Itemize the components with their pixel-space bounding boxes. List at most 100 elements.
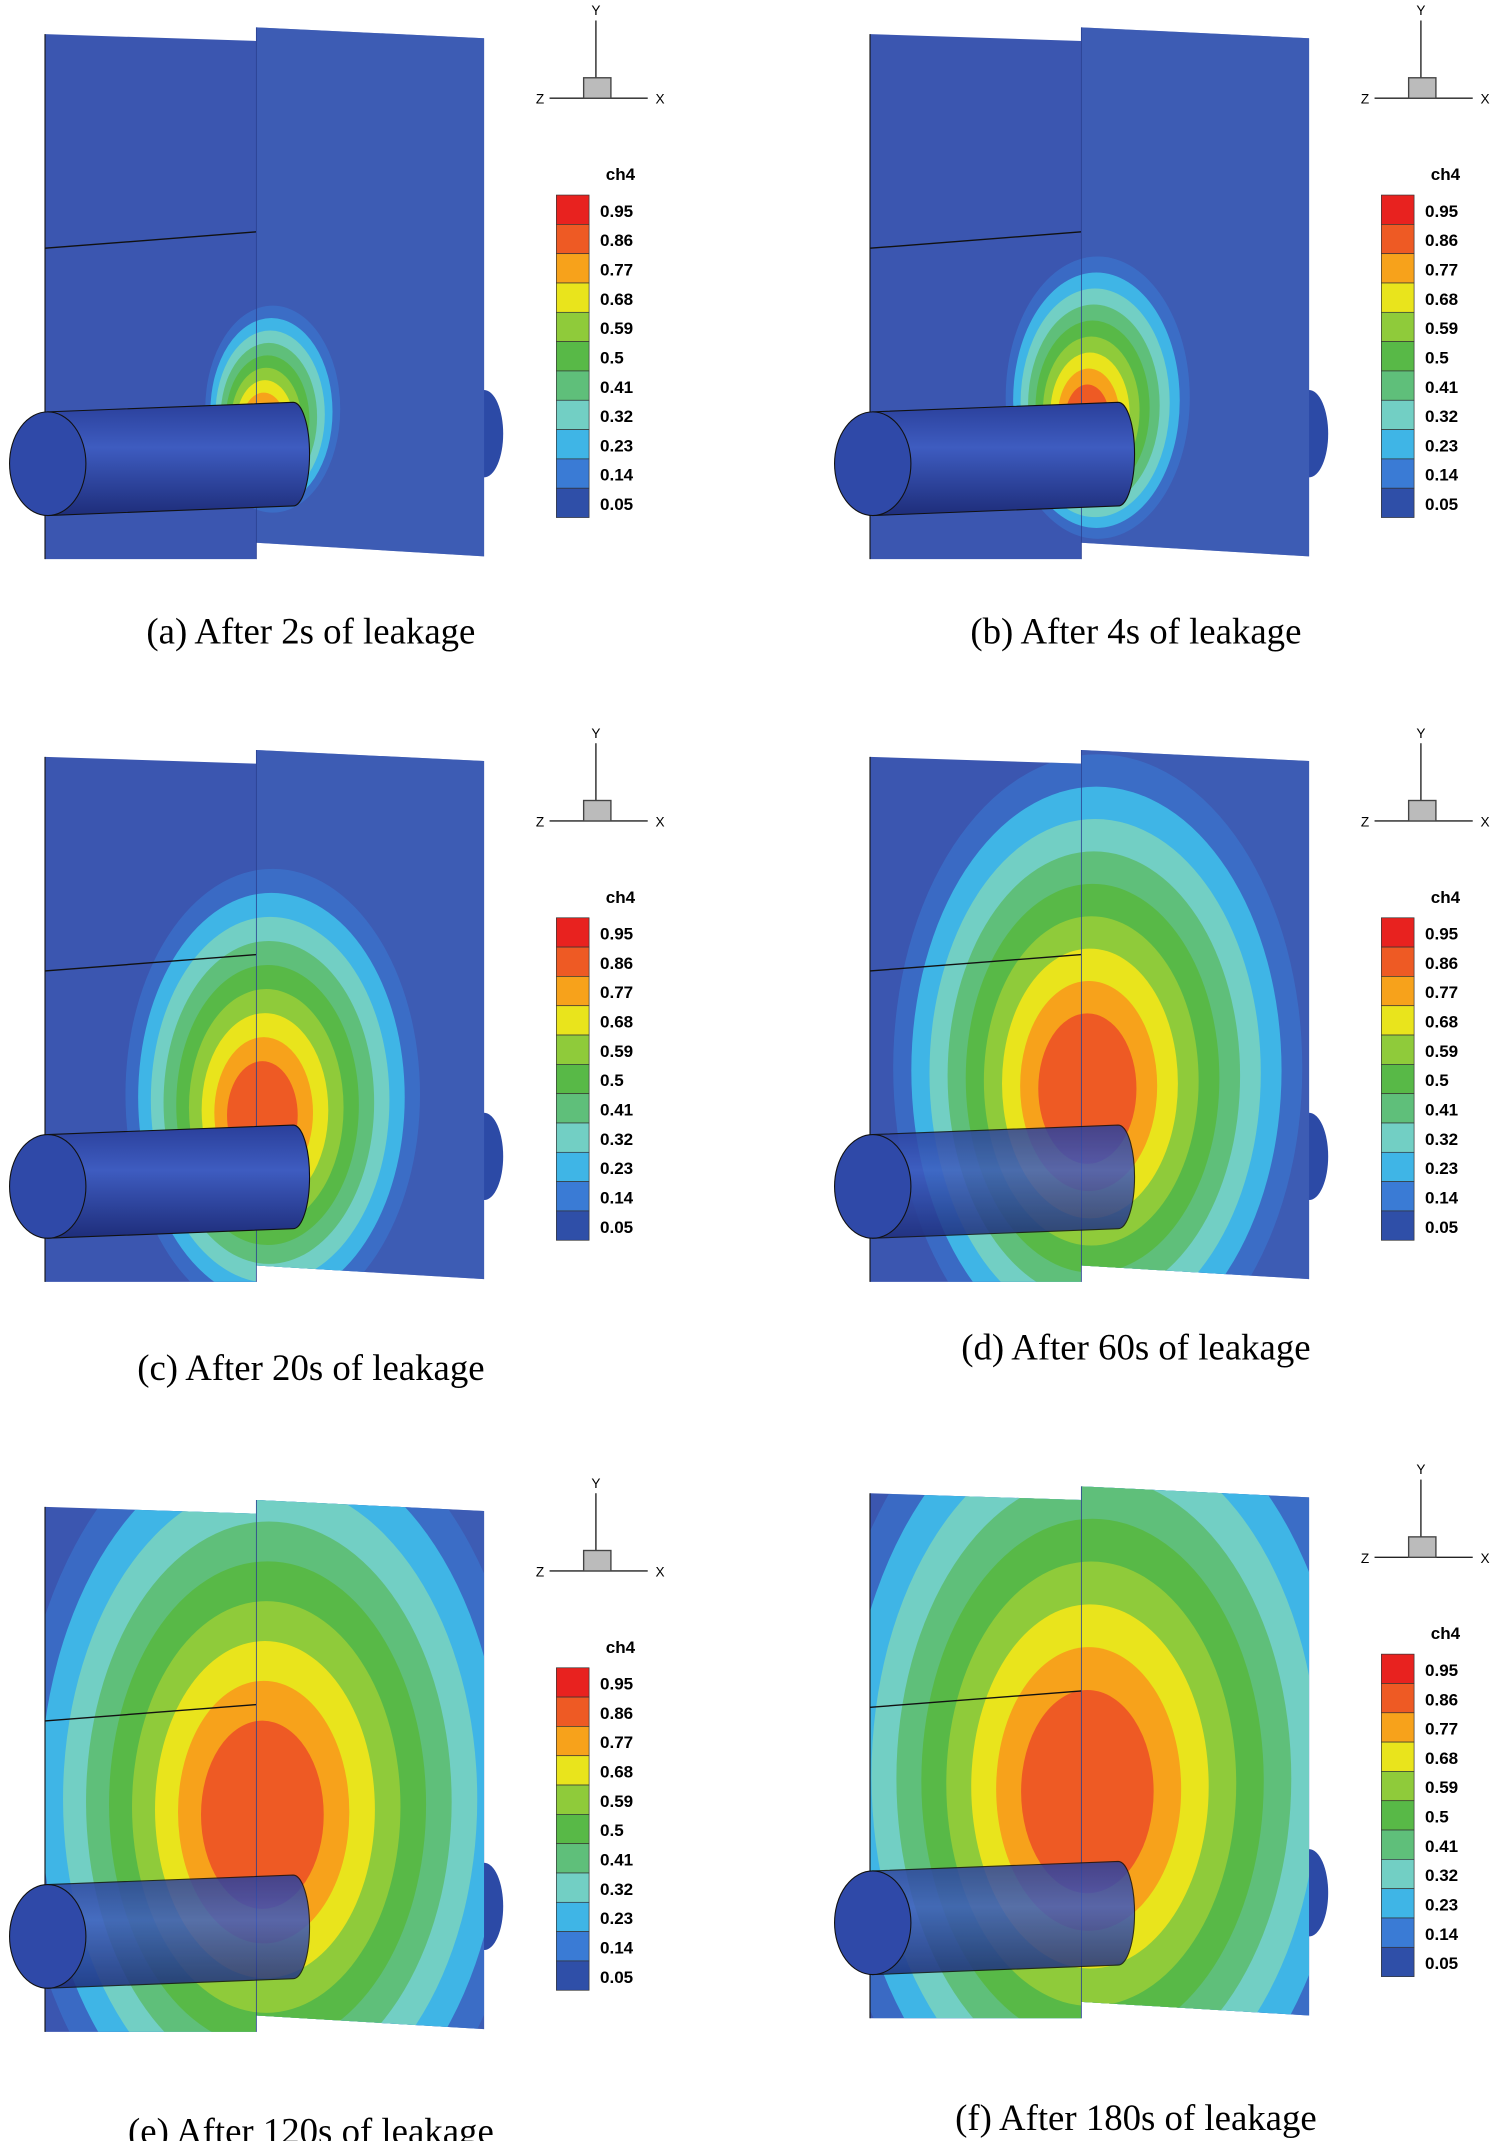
legend-label: 0.95 xyxy=(1425,1661,1458,1680)
caption: (a) After 2s of leakage xyxy=(146,611,475,652)
legend-label: 0.23 xyxy=(1425,1159,1458,1178)
legend-swatch xyxy=(1381,487,1415,518)
legend-swatch xyxy=(556,1814,590,1845)
legend-swatch xyxy=(556,1093,590,1124)
cylinder-end xyxy=(833,411,912,517)
legend-label: 0.86 xyxy=(1425,231,1458,250)
legend-swatch xyxy=(556,946,590,977)
legend-swatch xyxy=(1381,1829,1415,1860)
legend-label: 0.86 xyxy=(600,1704,633,1723)
legend-label: 0.5 xyxy=(600,348,624,367)
legend-swatch xyxy=(1381,1917,1415,1948)
legend-swatch xyxy=(556,1667,590,1698)
legend-label: 0.41 xyxy=(600,1851,633,1870)
legend-label: 0.95 xyxy=(600,202,633,221)
legend-label: 0.32 xyxy=(1425,1866,1458,1885)
legend-label: 0.77 xyxy=(1425,983,1458,1002)
cylinder-end xyxy=(9,1134,87,1239)
cylinder xyxy=(47,401,311,517)
axis-cube xyxy=(1407,1536,1437,1558)
legend-swatch xyxy=(1381,253,1415,284)
axis-cube xyxy=(1407,799,1437,822)
axis-cube xyxy=(1407,77,1437,99)
axis-label: Y xyxy=(1416,3,1425,18)
plate-edge xyxy=(869,953,1082,972)
legend-swatch xyxy=(1381,976,1415,1007)
legend-swatch xyxy=(1381,1653,1415,1684)
legend-swatch xyxy=(556,1210,590,1241)
legend-swatch xyxy=(556,1960,590,1991)
legend-swatch xyxy=(556,429,590,460)
legend-swatch xyxy=(556,370,590,401)
legend-label: 0.5 xyxy=(1425,348,1449,367)
caption: (d) After 60s of leakage xyxy=(961,1327,1310,1368)
legend-label: 0.86 xyxy=(600,231,633,250)
legend-label: 0.14 xyxy=(1425,1188,1459,1207)
axis-cube xyxy=(582,77,612,99)
axis-label: Y xyxy=(591,3,600,18)
legend-label: 0.23 xyxy=(600,436,633,455)
legend-swatch xyxy=(1381,458,1415,489)
axis-cube xyxy=(582,799,612,822)
legend-title: ch4 xyxy=(1431,165,1461,184)
legend-label: 0.59 xyxy=(1425,1778,1458,1797)
axis-cube xyxy=(582,1549,612,1572)
legend-label: 0.14 xyxy=(600,1188,634,1207)
legend-swatch xyxy=(1381,1093,1415,1124)
legend-label: 0.59 xyxy=(1425,319,1458,338)
legend-label: 0.86 xyxy=(1425,1690,1458,1709)
legend-label: 0.95 xyxy=(600,925,633,944)
legend-swatch xyxy=(556,253,590,284)
legend-label: 0.23 xyxy=(600,1159,633,1178)
cylinder-end xyxy=(833,1870,912,1976)
legend-swatch xyxy=(1381,311,1415,342)
cylinder xyxy=(47,1874,311,1989)
axis-label: Y xyxy=(1416,726,1425,741)
legend-label: 0.77 xyxy=(1425,261,1458,280)
cylinder xyxy=(872,1124,1136,1239)
legend-label: 0.77 xyxy=(600,983,633,1002)
legend-swatch xyxy=(556,1755,590,1786)
legend-swatch xyxy=(1381,1946,1415,1977)
legend-label: 0.95 xyxy=(1425,925,1458,944)
cylinder xyxy=(47,1124,311,1239)
legend-swatch xyxy=(1381,917,1415,948)
legend-title: ch4 xyxy=(606,165,636,184)
cylinder-end xyxy=(833,1134,912,1239)
legend-label: 0.68 xyxy=(1425,290,1458,309)
legend-swatch xyxy=(1381,1741,1415,1772)
cylinder-end xyxy=(9,1884,87,1989)
legend-swatch xyxy=(556,1034,590,1065)
legend-swatch xyxy=(1381,1034,1415,1065)
plate-edge xyxy=(44,1703,257,1722)
legend-label: 0.14 xyxy=(1425,1925,1459,1944)
legend-swatch xyxy=(1381,1888,1415,1919)
legend-swatch xyxy=(556,282,590,313)
legend-swatch xyxy=(556,399,590,430)
legend-swatch xyxy=(1381,1151,1415,1182)
contour-band xyxy=(200,1720,324,1909)
legend-label: 0.59 xyxy=(1425,1042,1458,1061)
legend-label: 0.5 xyxy=(600,1821,624,1840)
legend-swatch xyxy=(556,976,590,1007)
axis-label: Z xyxy=(1361,92,1369,107)
legend-swatch xyxy=(556,487,590,518)
legend-swatch xyxy=(1381,1181,1415,1212)
legend-label: 0.86 xyxy=(1425,954,1458,973)
caption: (c) After 20s of leakage xyxy=(137,1347,484,1388)
legend-label: 0.41 xyxy=(1425,1837,1458,1856)
legend-swatch xyxy=(1381,1683,1415,1714)
axis-label: Z xyxy=(536,814,544,829)
legend-label: 0.05 xyxy=(600,1218,633,1237)
legend-swatch xyxy=(556,917,590,948)
plate-edge xyxy=(44,231,257,249)
legend-swatch xyxy=(1381,1064,1415,1095)
legend-label: 0.41 xyxy=(1425,1101,1458,1120)
legend-swatch xyxy=(556,1122,590,1153)
legend-label: 0.5 xyxy=(600,1071,624,1090)
legend-label: 0.77 xyxy=(1425,1720,1458,1739)
